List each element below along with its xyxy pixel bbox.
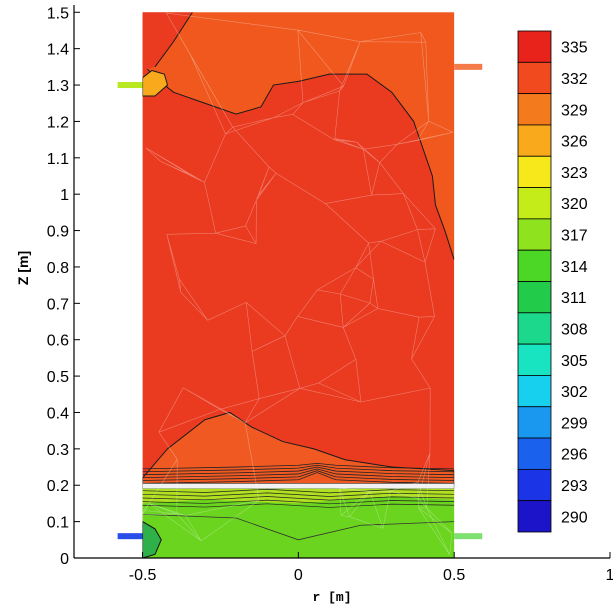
legend-swatch bbox=[517, 281, 552, 314]
y-tick-label: 0.1 bbox=[47, 515, 69, 532]
contour-bed-line bbox=[142, 503, 455, 508]
field-transition bbox=[142, 488, 455, 504]
y-tick-label: 1.1 bbox=[47, 151, 69, 168]
contour-bed-line bbox=[142, 496, 455, 501]
x-tick-label: 0 bbox=[294, 567, 303, 584]
legend-label: 326 bbox=[561, 134, 588, 151]
legend-swatch bbox=[517, 218, 552, 251]
y-tick-label: 0.5 bbox=[47, 369, 69, 386]
legend-swatch bbox=[517, 61, 552, 95]
legend-swatch bbox=[517, 375, 552, 408]
upper-left-inlet bbox=[117, 82, 143, 89]
contour-bed-low bbox=[142, 513, 455, 541]
y-tick-label: 1.4 bbox=[47, 42, 69, 59]
mesh-lines bbox=[142, 12, 454, 555]
y-tick-label: 0.3 bbox=[47, 442, 69, 459]
legend-label: 290 bbox=[561, 509, 588, 526]
legend-swatch bbox=[517, 437, 552, 470]
contour-band-line bbox=[142, 470, 455, 481]
legend-swatch bbox=[517, 468, 552, 502]
y-tick-label: 0.4 bbox=[47, 405, 69, 422]
y-tick-label: 1.5 bbox=[47, 5, 69, 22]
x-tick-label: -0.5 bbox=[129, 567, 157, 584]
legend-label: 329 bbox=[561, 102, 588, 119]
x-tick-label: 1 bbox=[606, 567, 613, 584]
legend-label: 302 bbox=[561, 384, 588, 401]
legend-label: 296 bbox=[561, 447, 588, 464]
lower-left-inlet bbox=[117, 533, 143, 540]
legend-swatch bbox=[517, 124, 552, 157]
y-tick-label: 0.8 bbox=[47, 260, 69, 277]
legend-label: 335 bbox=[561, 40, 588, 57]
x-tick-label: 0.5 bbox=[443, 567, 465, 584]
field-inlet-plume bbox=[142, 69, 169, 97]
contour-band-line bbox=[142, 466, 455, 476]
plot-area bbox=[117, 12, 483, 559]
contour-band-line bbox=[142, 472, 455, 484]
y-tick-label: 0.2 bbox=[47, 478, 69, 495]
legend-label: 332 bbox=[561, 71, 588, 88]
lower-right-inlet bbox=[454, 533, 483, 540]
y-tick-label: 1 bbox=[60, 187, 69, 204]
contour-bed-line bbox=[142, 499, 455, 505]
y-tick-label: 0.6 bbox=[47, 333, 69, 350]
legend-label: 308 bbox=[561, 321, 588, 338]
legend-swatch bbox=[517, 155, 552, 188]
contour-band-line bbox=[142, 468, 455, 478]
contour-top-left bbox=[154, 12, 193, 68]
legend-label: 317 bbox=[561, 228, 588, 245]
axes: 0 0.1 0.2 0.3 0.4 0.5 0.6 0.7 0.8 0.9 1 1.1 1.2 1.3 1.… bbox=[47, 5, 613, 584]
y-tick-label: 1.2 bbox=[47, 114, 69, 131]
contour-bed-line bbox=[142, 492, 455, 497]
legend-swatch bbox=[517, 500, 552, 533]
legend-swatch bbox=[517, 187, 552, 220]
legend-label: 320 bbox=[561, 196, 588, 213]
legend-swatch bbox=[517, 406, 552, 439]
contour-band-line bbox=[142, 463, 455, 470]
legend-label: 293 bbox=[561, 478, 588, 495]
legend-label: 323 bbox=[561, 165, 588, 182]
y-tick-label: 0.9 bbox=[47, 224, 69, 241]
color-legend: 335 332 329 326 323 320 317 314 311 308 305 302 299 2… bbox=[517, 30, 588, 533]
legend-swatch bbox=[517, 343, 552, 376]
field-top-left bbox=[142, 12, 193, 71]
legend-swatch bbox=[517, 93, 552, 126]
legend-swatch bbox=[517, 249, 552, 282]
y-tick-label: 1.3 bbox=[47, 78, 69, 95]
x-axis-label: r [m] bbox=[312, 590, 351, 605]
field-lower-inlet-plume bbox=[142, 521, 162, 559]
y-axis-label: Z [m] bbox=[15, 251, 31, 285]
legend-label: 311 bbox=[561, 290, 587, 307]
legend-label: 314 bbox=[561, 259, 588, 276]
legend-swatch bbox=[517, 312, 552, 345]
legend-swatch bbox=[517, 30, 552, 63]
contour-bed-line bbox=[142, 488, 455, 494]
contour-upper bbox=[142, 62, 455, 260]
y-tick-label: 0 bbox=[60, 551, 69, 568]
y-tick-label: 0.7 bbox=[47, 296, 69, 313]
field-upper-zone bbox=[142, 12, 455, 260]
upper-right-inlet bbox=[454, 63, 483, 70]
legend-label: 299 bbox=[561, 415, 588, 432]
legend-label: 305 bbox=[561, 353, 588, 370]
domain-field bbox=[142, 12, 455, 559]
contour-band-line bbox=[142, 464, 455, 473]
separator-plate bbox=[142, 483, 455, 490]
